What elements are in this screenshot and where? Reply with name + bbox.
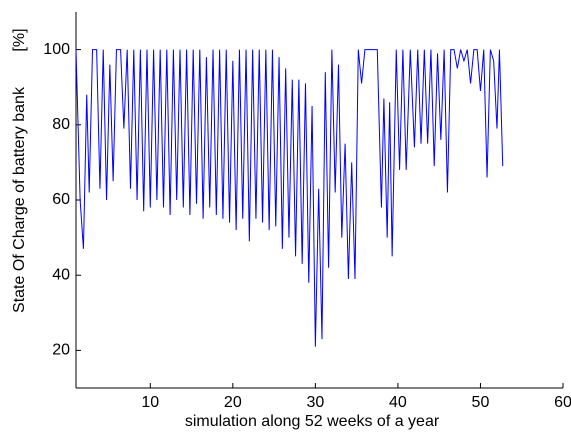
x-tick-label: 10 (141, 394, 159, 411)
y-tick-label: 40 (52, 266, 70, 283)
x-tick-label: 30 (306, 394, 324, 411)
y-tick-label: 100 (43, 41, 70, 58)
y-tick-label: 60 (52, 191, 70, 208)
x-axis-label: simulation along 52 weeks of a year (185, 413, 440, 430)
y-tick-label: 80 (52, 116, 70, 133)
line (75, 49, 504, 347)
x-tick-label: 50 (472, 394, 490, 411)
y-tick-label: 20 (52, 342, 70, 359)
x-tick-label: 40 (389, 394, 407, 411)
y-axis-label: State Of Charge of battery bank (11, 86, 28, 313)
y-axis-unit: [%] (11, 28, 28, 51)
x-tick-label: 60 (554, 394, 571, 411)
x-tick-label: 20 (224, 394, 242, 411)
